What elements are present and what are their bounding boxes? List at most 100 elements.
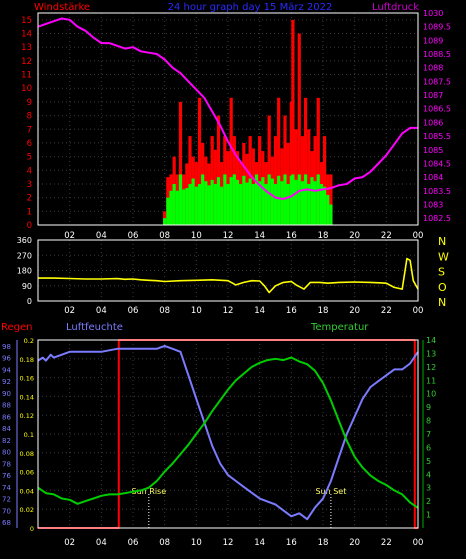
wind-gust-bar [326,194,330,225]
wind-speed-bar [303,97,308,225]
sunset-label: Sun Set [315,487,346,496]
wind-gust-bar [210,179,214,225]
wind-gust-bar [316,174,320,225]
wind-speed-bar [188,136,192,225]
temperature-tick-label: 10 [426,390,436,399]
pressure-tick-label: 1088.5 [423,50,451,59]
direction-tick-label: 180 [17,267,32,276]
bottom-x-tick-label: 16 [286,538,297,548]
rain-tick-label: 0.1 [24,431,34,439]
wind-speed-bar [313,136,317,225]
humidity-tick-label: 88 [2,402,11,410]
wind-speed-bar [273,136,278,225]
humidity-tick-label: 84 [2,425,11,433]
wind-x-tick-label: 04 [96,231,107,241]
pressure-axis-title: Luftdruck [372,2,419,13]
bottom-x-tick-label: 14 [254,538,265,548]
wind-gust-bar [286,183,290,225]
wind-gust-bar [280,181,284,225]
wind-gust-bar [322,186,327,225]
direction-tick-label: 270 [17,251,32,260]
wind-gust-bar [223,174,227,225]
compass-letter-label: W [438,250,449,263]
bottom-x-tick-label: 02 [64,538,75,548]
wind-gust-bar [258,181,262,225]
pressure-tick-label: 1085 [423,146,443,155]
temperature-tick-label: 7 [426,430,431,439]
rain-tick-label: 0.12 [20,412,34,420]
rain-tick-label: 0 [30,525,34,533]
temperature-tick-label: 9 [426,403,431,412]
bottom-x-tick-label: 10 [191,538,202,548]
wind-x-tick-label: 00 [413,231,424,241]
wind-speed-tick-label: 0 [27,221,32,231]
direction-tick-label: 360 [17,236,32,245]
wind-gust-bar [169,190,173,225]
wind-gust-bar [303,174,308,225]
humidity-line [37,344,419,521]
wind-gust-bar [182,189,186,225]
wind-gust-bar [294,179,298,225]
bottom-frame [37,339,419,529]
wind-gust-bar [313,181,317,225]
wind-speed-tick-label: 4 [27,166,32,176]
bottom-x-tick-label: 08 [159,538,170,548]
temperature-tick-label: 14 [426,336,436,345]
pressure-tick-label: 1082.5 [423,214,451,223]
wind-speed-tick-label: 7 [27,125,32,135]
direction-x-tick-label: 08 [159,306,170,316]
wind-gust-bar [291,174,295,225]
humidity-tick-label: 78 [2,460,11,468]
wind-speed-tick-label: 6 [27,139,32,149]
rain-tick-label: 0.16 [20,375,34,383]
chart-title: 24 hour graph day 15 März 2022 [168,2,333,13]
wind-gust-bar [166,197,170,225]
wind-gust-bar [204,181,208,225]
temperature-tick-label: 3 [426,484,431,493]
direction-x-tick-label: 04 [96,306,107,316]
wind-frame [37,12,419,226]
wind-x-tick-label: 10 [191,231,202,241]
temperature-axis-title: Temperatur [310,322,369,333]
wind-gust-bar [175,190,179,225]
wind-x-tick-label: 20 [349,231,360,241]
bottom-x-tick-label: 22 [381,538,392,548]
pressure-tick-label: 1030 [423,9,443,18]
pressure-tick-label: 1089.5 [423,23,451,32]
wind-gust-bar [178,174,183,225]
temperature-tick-label: 6 [426,443,431,452]
direction-x-tick-label: 14 [254,306,265,316]
wind-speed-bar [316,97,320,225]
wind-gust-bar [267,174,271,225]
wind-gust-bar [270,178,274,225]
temperature-line [37,356,419,509]
sunrise-label: Sun Rise [132,487,167,496]
wind-speed-bar [322,136,327,225]
rain-axis-title: Regen [1,322,33,333]
wind-speed-bar [329,174,333,225]
wind-gust-bar [213,183,217,225]
wind-speed-tick-label: 5 [27,153,32,163]
wind-gust-bar [273,183,278,225]
pressure-tick-label: 1083 [423,200,443,209]
temperature-tick-label: 1 [426,511,431,520]
wind-speed-bar [216,115,221,225]
rain-tick-label: 0.06 [20,469,34,477]
pressure-line [37,17,418,200]
wind-gust-bar [172,183,176,225]
wind-gust-bar [261,177,265,225]
wind-speed-bar [291,19,295,225]
wind-gust-bar [254,174,259,225]
direction-x-tick-label: 22 [381,306,392,316]
direction-x-tick-label: 16 [286,306,297,316]
rain-tick-label: 0.2 [24,337,34,345]
wind-gust-bar [232,174,236,225]
wind-gust-bar [329,204,333,225]
wind-speed-tick-label: 10 [21,84,32,94]
wind-x-tick-label: 18 [318,231,329,241]
wind-gust-bar [201,174,205,225]
compass-letter-label: S [438,266,445,279]
